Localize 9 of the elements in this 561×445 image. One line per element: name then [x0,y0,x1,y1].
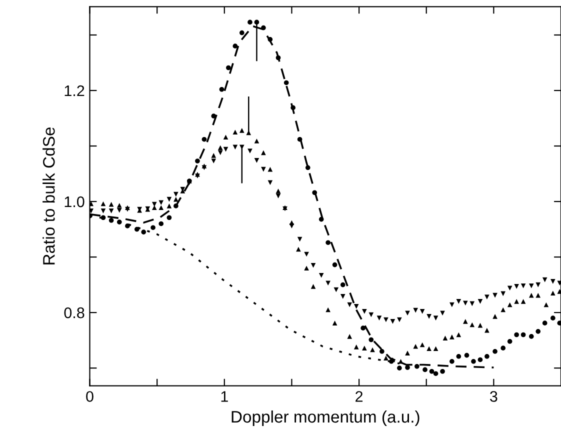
x-tick-label: 0 [86,391,94,402]
x-tick-label: 1 [221,391,228,402]
y-axis-title: Ratio to bulk CdSe [42,128,55,264]
x-tick-label: 3 [490,391,498,402]
y-tick-label: 1.0 [64,196,84,208]
y-tick-label: 1.2 [64,85,84,96]
y-tick-label: 0.8 [64,307,84,318]
x-axis-title: Doppler momentum (a.u.) [232,410,420,426]
x-tick-label: 2 [356,391,363,402]
